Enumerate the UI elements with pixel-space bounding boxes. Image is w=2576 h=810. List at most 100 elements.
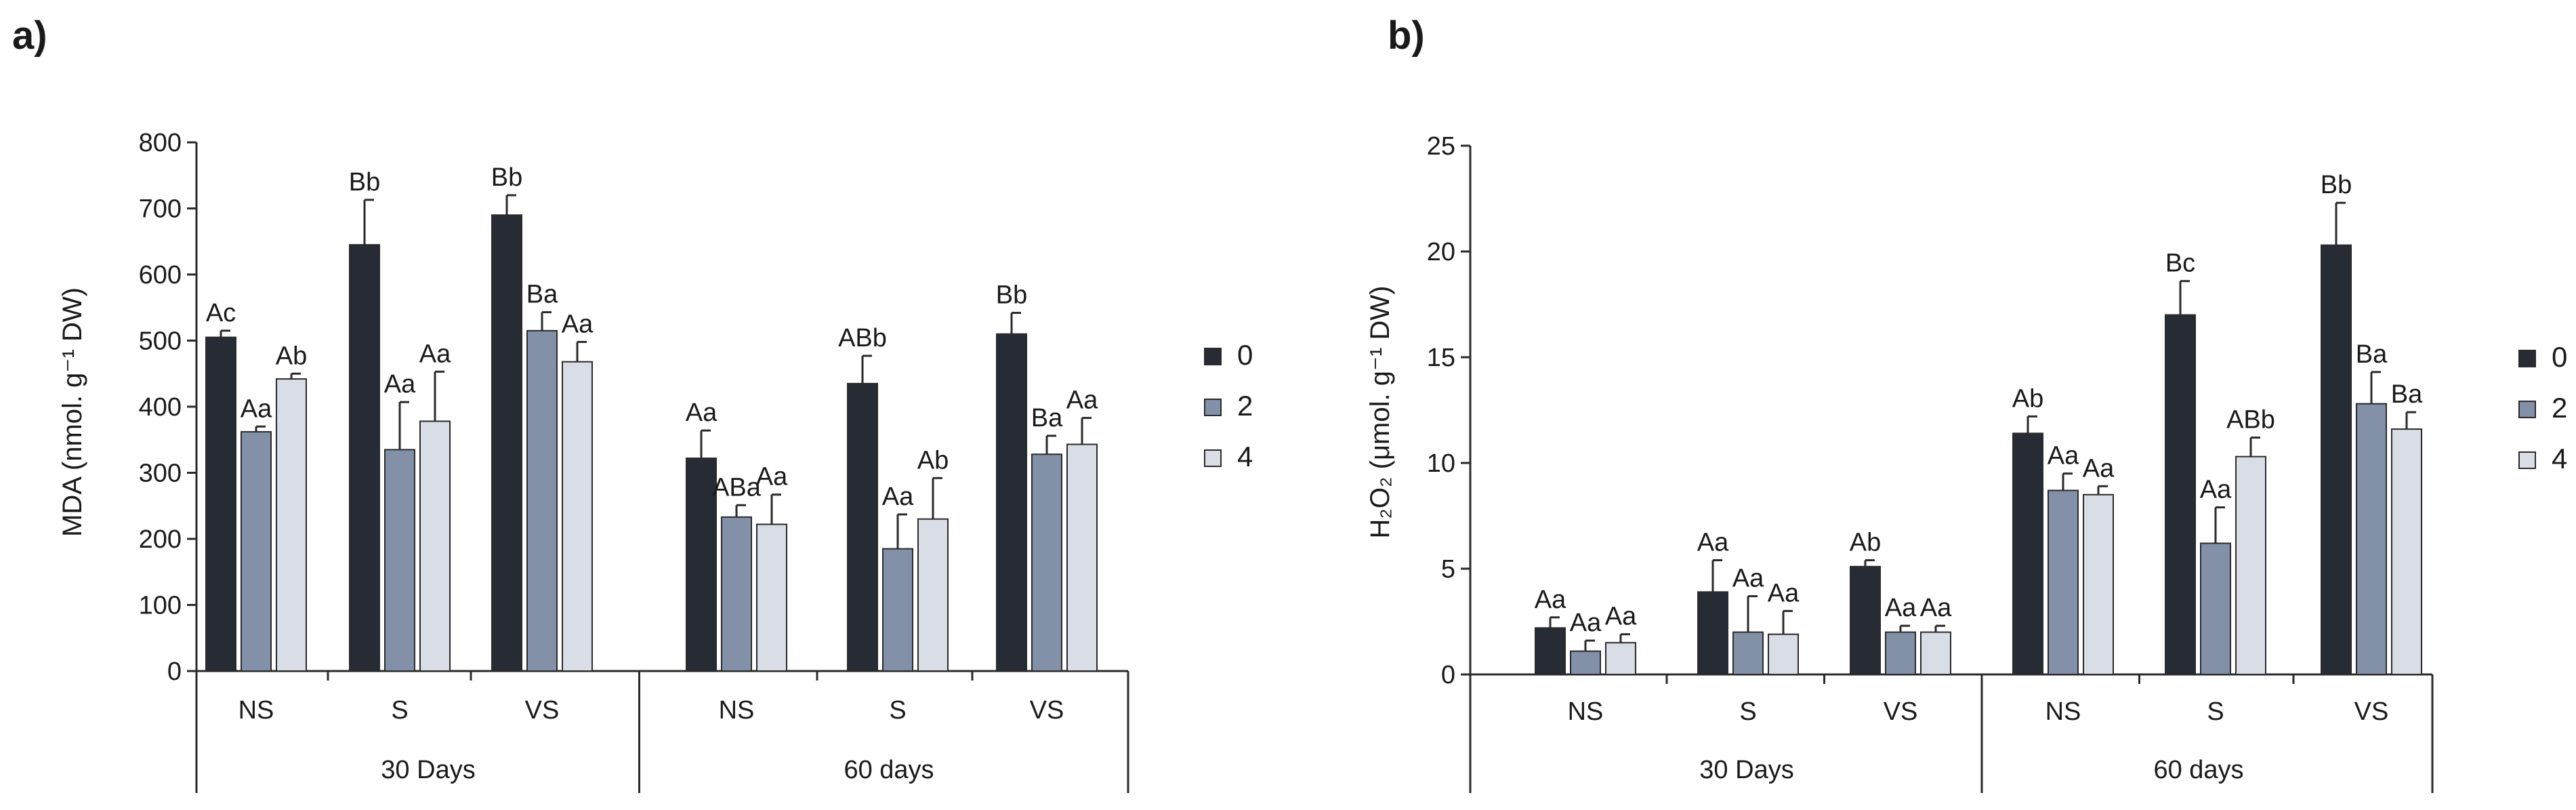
panel-b: b) H₂O₂ (μmol. g⁻¹ DW) 30 Days 60 days 0… — [1365, 14, 2567, 793]
panel-b-bar-series-0 — [1850, 565, 1881, 675]
panel-a-significance-label: Aa — [756, 463, 788, 491]
panel-b-legend-swatch-0 — [2518, 350, 2536, 367]
panel-a-significance-label: Aa — [1066, 386, 1098, 415]
panel-a-bar-series-4 — [1066, 443, 1098, 672]
panel-b-significance-label: Ba — [2391, 380, 2423, 409]
panel-b-significance-label: Aa — [2048, 442, 2079, 470]
panel-b-bar-series-2 — [2200, 542, 2231, 675]
panel-b-bar-series-0 — [2321, 244, 2352, 675]
panel-a-group-label-60: 60 days — [844, 756, 934, 784]
panel-a: a) MDA (nmol. g⁻¹ DW) 30 Days 60 days 0 1… — [12, 14, 1253, 793]
panel-b-significance-label: Aa — [2200, 476, 2232, 504]
panel-b-bar-series-4 — [1920, 631, 1951, 675]
panel-b-bar-series-4 — [1768, 633, 1799, 675]
panel-a-significance-label: ABa — [712, 473, 762, 502]
panel-b-legend-label-0: 0 — [2552, 341, 2567, 373]
panel-b-y-tick-label: 25 — [1427, 132, 1455, 161]
panel-b-category-label: VS — [2354, 697, 2389, 726]
panel-a-legend-swatch-0 — [1204, 348, 1222, 365]
panel-a-bar-series-4 — [756, 523, 787, 672]
panel-b-y-tick-label: 0 — [1441, 661, 1455, 689]
panel-a-bar-series-2 — [241, 431, 272, 672]
panel-a-significance-label: Aa — [384, 370, 416, 399]
panel-b-significance-label: Aa — [1920, 594, 1952, 622]
panel-b-bar-series-2 — [2048, 489, 2079, 675]
panel-b-significance-label: Aa — [2083, 454, 2115, 483]
panel-b-significance-label: Aa — [1697, 529, 1729, 557]
panel-a-bar-series-0 — [491, 214, 522, 672]
panel-a-bar-series-4 — [562, 361, 593, 672]
panel-b-y-tick-label: 10 — [1427, 449, 1455, 478]
panel-a-legend-label-0: 0 — [1237, 339, 1253, 371]
panel-a-bar-series-2 — [882, 548, 913, 672]
panel-a-y-tick-label: 300 — [139, 460, 182, 488]
panel-b-significance-label: Aa — [1570, 609, 1602, 637]
panel-b-legend-label-2: 2 — [2552, 392, 2567, 424]
panel-a-bar-series-0 — [205, 336, 236, 672]
panel-b-y-tick-label: 15 — [1427, 344, 1455, 372]
panel-b-significance-label: Aa — [1605, 603, 1637, 631]
panel-a-significance-label: Ab — [276, 342, 307, 370]
panel-a-legend-swatch-2 — [1204, 399, 1222, 416]
panel-a-y-tick-label: 800 — [139, 129, 182, 157]
panel-b-significance-label: Bc — [2165, 249, 2195, 278]
panel-a-bar-series-0 — [847, 382, 878, 672]
panel-a-significance-label: ABb — [838, 324, 887, 352]
panel-b-legend-swatch-2 — [2518, 401, 2536, 418]
panel-b-legend-label-4: 4 — [2552, 443, 2567, 474]
panel-a-y-tick-label: 100 — [139, 592, 182, 620]
panel-a-significance-label: Aa — [241, 394, 272, 423]
panel-a-legend-label-2: 2 — [1237, 390, 1253, 422]
panel-b-legend-swatch-4 — [2518, 451, 2536, 469]
panel-a-legend-label-4: 4 — [1237, 441, 1253, 472]
panel-b-bar-series-0 — [2165, 314, 2196, 676]
panel-b-bar-series-2 — [2356, 403, 2387, 675]
panel-a-significance-label: Bb — [349, 168, 380, 197]
panel-b-significance-label: Aa — [1535, 586, 1566, 614]
panel-b-bar-series-4 — [1605, 642, 1636, 676]
panel-a-legend-swatch-4 — [1204, 449, 1222, 467]
panel-a-y-tick-label: 0 — [167, 657, 182, 686]
panel-b-category-label: NS — [1568, 697, 1604, 726]
panel-b-category-label: VS — [1884, 697, 1918, 726]
panel-b-label: b) — [1388, 14, 1425, 58]
panel-b-bar-series-0 — [2012, 432, 2043, 675]
panel-b-significance-label: Bb — [2321, 171, 2352, 199]
panel-a-bar-series-2 — [1031, 453, 1062, 672]
panel-a-significance-label: Ac — [206, 299, 236, 327]
panel-b-y-tick-label: 5 — [1441, 555, 1455, 584]
panel-a-bar-series-2 — [526, 329, 558, 672]
panel-a-significance-label: Aa — [419, 340, 451, 368]
panel-b-bar-series-0 — [1535, 627, 1566, 675]
panel-a-significance-label: Aa — [562, 310, 594, 338]
panel-b-significance-label: ABb — [2226, 406, 2275, 434]
panel-b-bar-series-4 — [2391, 428, 2422, 676]
panel-a-bar-series-2 — [721, 516, 752, 672]
panel-a-label: a) — [12, 14, 47, 58]
panel-a-bar-series-4 — [419, 420, 451, 672]
panel-a-category-label: VS — [1030, 696, 1064, 725]
panel-a-bar-series-2 — [384, 449, 415, 672]
panel-b-category-label: S — [1739, 697, 1756, 726]
panel-b-bar-series-0 — [1697, 591, 1728, 676]
panel-b-significance-label: Aa — [1768, 579, 1800, 607]
panel-b-y-axis-title: H₂O₂ (μmol. g⁻¹ DW) — [1365, 286, 1395, 539]
panel-a-significance-label: Bb — [491, 163, 522, 192]
panel-b-bar-series-4 — [2235, 455, 2266, 675]
panel-a-significance-label: Aa — [686, 399, 718, 427]
panel-a-bar-series-0 — [996, 333, 1027, 672]
panel-b-significance-label: Aa — [1885, 594, 1917, 622]
panel-b-category-label: NS — [2045, 697, 2081, 726]
panel-a-bar-series-0 — [349, 244, 380, 672]
panel-a-category-label: NS — [238, 696, 274, 725]
panel-b-bar-series-2 — [1570, 650, 1601, 675]
panel-b-significance-label: Ab — [2012, 384, 2043, 413]
panel-a-bar-series-4 — [276, 378, 307, 672]
panel-a-category-label: S — [391, 696, 408, 725]
panel-b-bar-series-4 — [2083, 493, 2114, 675]
panel-a-bar-series-0 — [686, 458, 717, 672]
panel-a-significance-label: Bb — [996, 281, 1027, 310]
panel-a-category-label: NS — [719, 696, 755, 725]
